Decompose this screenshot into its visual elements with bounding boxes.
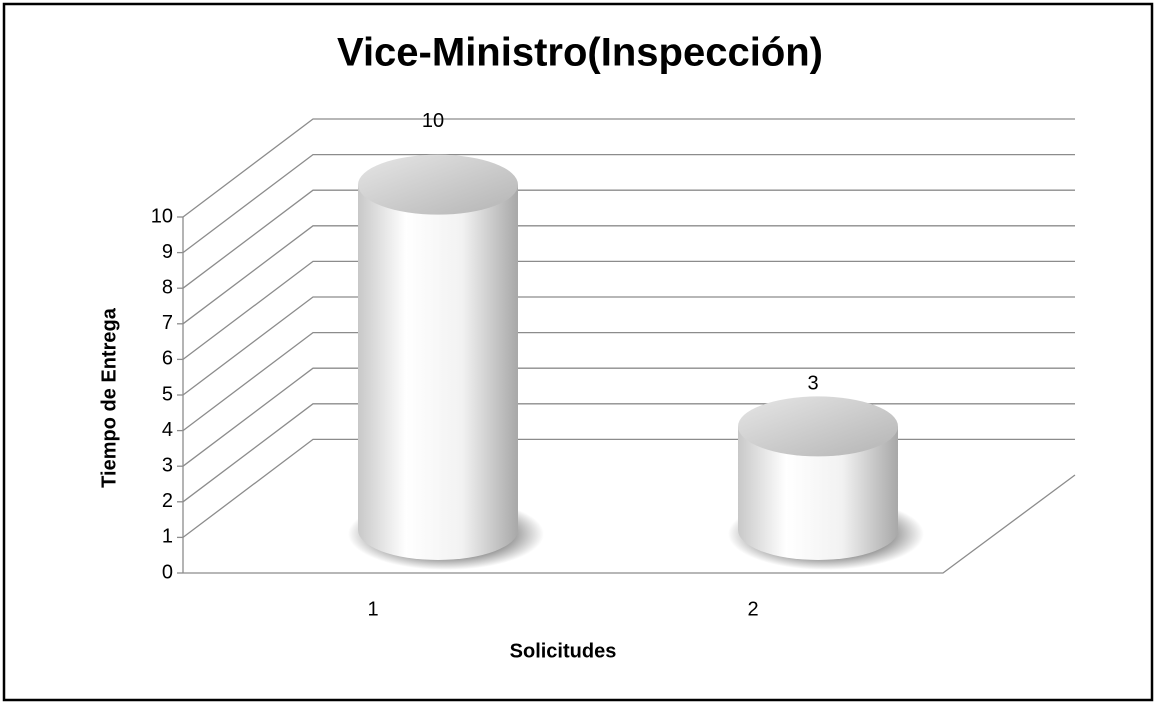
- y-tick-label: 1: [162, 526, 173, 548]
- bar-top: [738, 396, 898, 457]
- x-tick-label: 1: [367, 598, 378, 620]
- bar: [358, 184, 518, 560]
- y-tick-label: 3: [162, 454, 173, 476]
- x-tick-label: 2: [747, 598, 758, 620]
- data-label: 3: [807, 373, 818, 395]
- y-tick-label: 0: [162, 561, 173, 583]
- y-tick-label: 8: [162, 276, 173, 298]
- grid-line: [182, 296, 1075, 396]
- bar-top: [358, 154, 518, 215]
- y-tick-label: 4: [162, 419, 173, 441]
- grid-line: [182, 260, 1075, 360]
- grid-line: [182, 331, 1075, 432]
- grid-line: [182, 225, 1075, 325]
- chart-title: Vice-Ministro(Inspección): [337, 31, 823, 75]
- y-tick-label: 6: [162, 348, 173, 370]
- y-tick-label: 2: [162, 490, 173, 512]
- y-tick-label: 5: [162, 383, 173, 405]
- y-tick-label: 9: [162, 241, 173, 263]
- grid-line: [182, 189, 1075, 289]
- grid-line: [182, 367, 1075, 467]
- x-axis-label: Solicitudes: [510, 640, 617, 662]
- grid-line: [182, 118, 1075, 218]
- floor: [183, 474, 1076, 574]
- bar: [738, 426, 898, 560]
- y-axis-label: Tiempo de Entrega: [98, 307, 120, 488]
- y-tick-label: 10: [151, 205, 173, 227]
- y-tick-label: 7: [162, 312, 173, 334]
- grid-line: [182, 153, 1075, 254]
- data-label: 10: [422, 110, 444, 132]
